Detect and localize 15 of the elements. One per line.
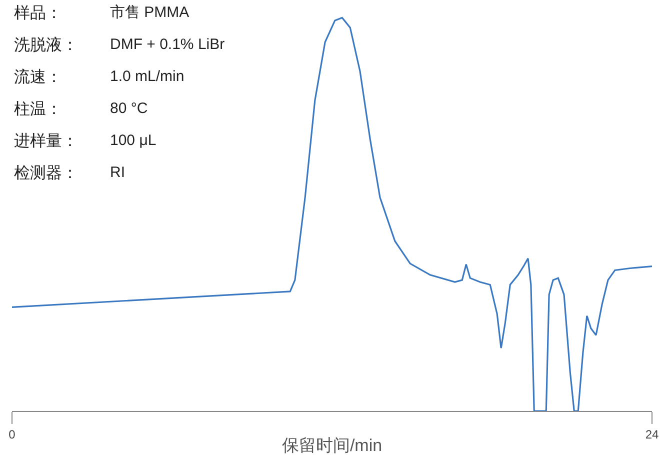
annotation: DMF + 0.1% LiBr [110, 36, 225, 53]
annotation: 洗脱液： [14, 36, 78, 54]
annotation: 检测器： [14, 164, 78, 182]
x-axis-title: 保留时间/min [282, 436, 382, 455]
annotation: 流速： [14, 68, 62, 86]
x-tick-label: 24 [645, 427, 659, 442]
annotation: 柱温： [14, 100, 62, 118]
annotation: 100 μL [110, 132, 156, 149]
annotation: 进样量： [14, 132, 78, 150]
annotation: 样品： [14, 4, 62, 22]
annotation: 80 °C [110, 100, 148, 117]
annotation: 1.0 mL/min [110, 68, 184, 85]
annotation: RI [110, 164, 125, 181]
annotation: 市售 PMMA [110, 4, 190, 21]
x-tick-label: 0 [8, 427, 16, 442]
